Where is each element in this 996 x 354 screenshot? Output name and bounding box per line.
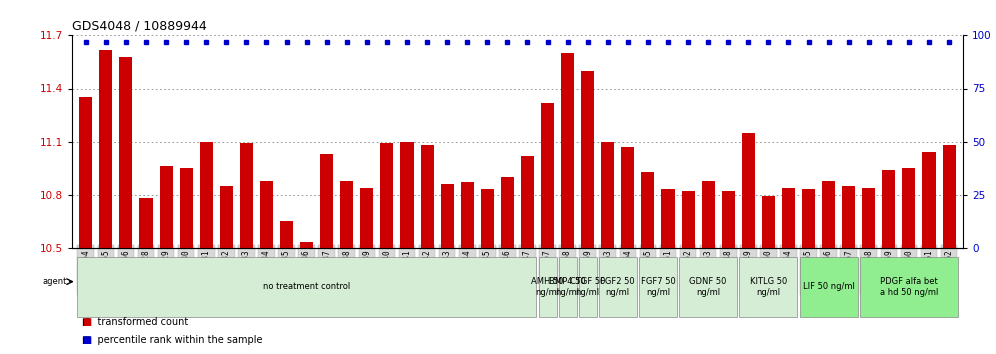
Bar	[882, 170, 895, 248]
Bar	[120, 57, 132, 248]
FancyBboxPatch shape	[77, 257, 537, 317]
Bar	[742, 133, 755, 248]
Bar	[942, 145, 955, 248]
FancyBboxPatch shape	[860, 257, 958, 317]
Bar	[341, 181, 354, 248]
Text: ■: ■	[82, 335, 91, 345]
Text: KITLG 50
ng/ml: KITLG 50 ng/ml	[750, 277, 787, 297]
Bar	[582, 71, 595, 248]
Text: GDNF 50
ng/ml: GDNF 50 ng/ml	[689, 277, 727, 297]
Bar	[661, 189, 674, 248]
Bar	[420, 145, 433, 248]
Bar	[863, 188, 875, 248]
Bar	[902, 168, 915, 248]
Text: CTGF 50
ng/ml: CTGF 50 ng/ml	[570, 277, 606, 297]
Bar	[139, 198, 152, 248]
Text: agent: agent	[43, 277, 67, 286]
Text: FGF2 50
ng/ml: FGF2 50 ng/ml	[601, 277, 635, 297]
FancyBboxPatch shape	[638, 257, 677, 317]
FancyBboxPatch shape	[579, 257, 597, 317]
Bar	[501, 177, 514, 248]
Text: AMH 50
ng/ml: AMH 50 ng/ml	[531, 277, 564, 297]
Text: PDGF alfa bet
a hd 50 ng/ml: PDGF alfa bet a hd 50 ng/ml	[879, 277, 938, 297]
Bar	[380, 143, 393, 248]
Text: ■: ■	[82, 317, 91, 327]
Bar	[521, 156, 534, 248]
Text: no treatment control: no treatment control	[263, 282, 351, 291]
Bar	[641, 172, 654, 248]
Bar	[179, 168, 192, 248]
Bar	[260, 181, 273, 248]
Bar	[400, 142, 413, 248]
Bar	[602, 142, 615, 248]
Bar	[159, 166, 172, 248]
Bar	[440, 184, 453, 248]
Bar	[762, 196, 775, 248]
Bar	[220, 186, 233, 248]
Bar	[681, 191, 694, 248]
Text: FGF7 50
ng/ml: FGF7 50 ng/ml	[640, 277, 675, 297]
FancyBboxPatch shape	[559, 257, 577, 317]
Text: GDS4048 / 10889944: GDS4048 / 10889944	[72, 20, 206, 33]
Bar	[320, 154, 334, 248]
Bar	[622, 147, 634, 248]
Bar	[701, 181, 715, 248]
Bar	[80, 97, 93, 248]
FancyBboxPatch shape	[800, 257, 858, 317]
Bar	[843, 186, 856, 248]
Bar	[782, 188, 795, 248]
Bar	[461, 182, 474, 248]
Bar	[280, 221, 293, 248]
FancyBboxPatch shape	[679, 257, 737, 317]
Bar	[481, 189, 494, 248]
FancyBboxPatch shape	[539, 257, 557, 317]
Bar	[200, 142, 213, 248]
Bar	[300, 242, 313, 248]
Bar	[822, 181, 835, 248]
Bar	[561, 53, 574, 248]
Bar	[240, 143, 253, 248]
Text: BMP4 50
ng/ml: BMP4 50 ng/ml	[550, 277, 586, 297]
FancyBboxPatch shape	[739, 257, 798, 317]
Text: ■  percentile rank within the sample: ■ percentile rank within the sample	[82, 335, 262, 345]
FancyBboxPatch shape	[599, 257, 636, 317]
Text: LIF 50 ng/ml: LIF 50 ng/ml	[803, 282, 855, 291]
Bar	[100, 50, 113, 248]
Bar	[802, 189, 815, 248]
Bar	[361, 188, 374, 248]
Text: ■  transformed count: ■ transformed count	[82, 317, 188, 327]
Bar	[922, 152, 935, 248]
Bar	[722, 191, 735, 248]
Bar	[541, 103, 554, 248]
